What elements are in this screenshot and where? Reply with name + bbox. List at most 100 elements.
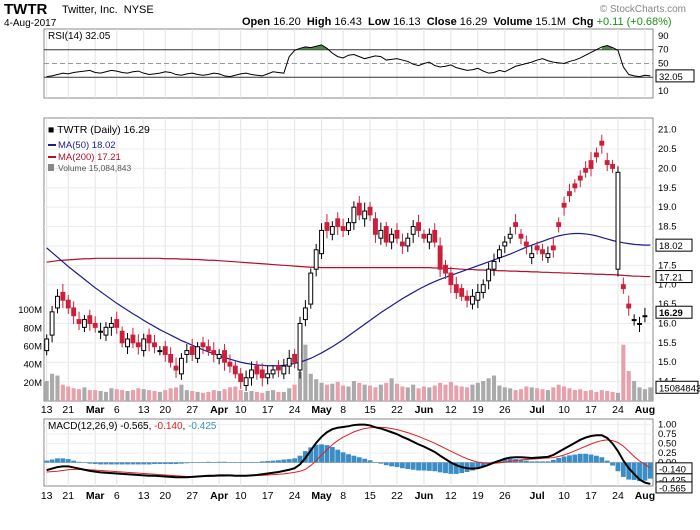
macd-hist-bar-45 bbox=[286, 459, 292, 463]
low-label: Low bbox=[368, 16, 391, 28]
macd-hist-bar-63 bbox=[383, 462, 389, 466]
volume-bar-111 bbox=[642, 389, 647, 401]
x-label-macd-23: Aug bbox=[635, 490, 655, 502]
volume-bar-88 bbox=[518, 389, 524, 401]
macd-hist-bar-70 bbox=[421, 462, 427, 471]
volume-bar-68 bbox=[411, 384, 416, 401]
macd-hist-bar-38 bbox=[249, 462, 254, 463]
macd-hist-bar-65 bbox=[394, 462, 400, 468]
macd-hist-flag-text: -0.425 bbox=[659, 475, 686, 486]
candle-body-48 bbox=[302, 307, 308, 321]
macd-hist-bar-92 bbox=[540, 461, 545, 463]
macd-hist-bar-89 bbox=[523, 460, 529, 463]
candle-body-102 bbox=[593, 152, 599, 158]
macd-hist-bar-20 bbox=[152, 462, 157, 465]
volume-bar-96 bbox=[562, 386, 567, 401]
macd-hist-bar-31 bbox=[211, 462, 217, 463]
macd-hist-bar-96 bbox=[561, 456, 567, 463]
candle-body-76 bbox=[453, 284, 459, 293]
candle-body-22 bbox=[162, 346, 168, 355]
candle-body-14 bbox=[119, 330, 125, 344]
candle-body-15 bbox=[125, 338, 130, 348]
candle-body-56 bbox=[346, 222, 351, 231]
volume-bar-87 bbox=[513, 390, 518, 401]
macd-hist-bar-72 bbox=[432, 462, 438, 472]
macd-hist-bar-27 bbox=[189, 462, 195, 464]
candle-body-39 bbox=[254, 365, 260, 375]
volume-bar-94 bbox=[551, 387, 556, 401]
macd-hist-bar-11 bbox=[103, 462, 109, 465]
macd-hist-bar-35 bbox=[232, 462, 238, 464]
volume-bar-55 bbox=[341, 385, 346, 401]
company-name: Twitter, Inc. bbox=[62, 4, 118, 16]
candle-body-89 bbox=[523, 241, 529, 247]
x-label-price-20: 10 bbox=[558, 404, 570, 416]
volume-bar-61 bbox=[373, 387, 378, 401]
volume-bar-62 bbox=[378, 384, 383, 401]
macd-hist-bar-111 bbox=[642, 462, 648, 481]
candle-body-46 bbox=[292, 353, 298, 363]
macd-hist-bar-53 bbox=[329, 447, 335, 463]
volume-bar-59 bbox=[362, 384, 367, 401]
volume-bar-63 bbox=[384, 382, 389, 401]
candle-body-81 bbox=[480, 284, 486, 293]
volume-bars bbox=[44, 344, 653, 401]
candle-body-54 bbox=[335, 218, 341, 228]
candle-body-60 bbox=[367, 206, 373, 216]
rsi-tick-label-0: 90 bbox=[658, 31, 669, 42]
price-tick-label-8: 18.5 bbox=[658, 222, 677, 233]
volume-bar-37 bbox=[244, 391, 249, 401]
candle-body-72 bbox=[432, 229, 438, 243]
x-label-macd-18: 26 bbox=[499, 490, 511, 502]
macd-value-flag-text: -0.565 bbox=[659, 483, 686, 494]
volume-bar-69 bbox=[416, 388, 421, 401]
stockcharts-credit: © StockCharts.com bbox=[599, 4, 686, 15]
volume-bar-34 bbox=[227, 387, 232, 401]
candle-body-58 bbox=[356, 202, 362, 216]
x-label-price-19: Jul bbox=[530, 404, 545, 416]
candle-body-8 bbox=[87, 315, 93, 324]
volume-bar-45 bbox=[287, 388, 292, 401]
ma50-flag-text: 18.02 bbox=[659, 241, 683, 252]
volume-bar-39 bbox=[254, 391, 259, 401]
candle-body-86 bbox=[507, 233, 513, 239]
macd-hist-bar-91 bbox=[534, 461, 540, 463]
volume-bar-6 bbox=[76, 389, 82, 401]
candle-body-91 bbox=[534, 245, 540, 251]
price-tick-label-10: 19.5 bbox=[658, 183, 677, 194]
candle-body-55 bbox=[340, 226, 346, 231]
macd-hist-bar-62 bbox=[378, 462, 384, 464]
volume-bar-29 bbox=[200, 392, 206, 401]
candle-body-26 bbox=[184, 350, 190, 355]
candle-body-62 bbox=[378, 229, 384, 239]
macd-hist-bar-13 bbox=[114, 462, 120, 465]
volume-bar-3 bbox=[60, 384, 65, 401]
macd-hist-bar-86 bbox=[507, 458, 513, 463]
ma200-legend: MA(200) 17.21 bbox=[58, 152, 121, 163]
candle-body-67 bbox=[405, 237, 411, 247]
macd-hist-bar-4 bbox=[65, 459, 71, 463]
volume-flag-box bbox=[655, 380, 699, 394]
volume-bar-53 bbox=[330, 383, 335, 401]
volume-bar-92 bbox=[540, 389, 545, 401]
exchange-name: NYSE bbox=[123, 4, 154, 16]
candle-body-37 bbox=[243, 377, 249, 386]
volume-bar-85 bbox=[502, 387, 507, 401]
x-label-macd-10: 24 bbox=[289, 490, 301, 502]
close-label: Close bbox=[426, 16, 457, 28]
candle-body-2 bbox=[55, 295, 60, 309]
candle-body-30 bbox=[205, 346, 211, 352]
volume-bar-36 bbox=[238, 390, 243, 401]
macd-signal-line bbox=[46, 426, 651, 478]
macd-hist-bar-3 bbox=[60, 458, 66, 463]
macd-hist-bar-14 bbox=[119, 462, 125, 465]
macd-hist-bar-47 bbox=[297, 455, 303, 463]
macd-hist-bar-40 bbox=[259, 461, 265, 463]
x-label-price-15: Jun bbox=[415, 404, 434, 416]
macd-hist-bar-60 bbox=[367, 460, 373, 463]
macd-hist-bar-30 bbox=[205, 461, 211, 463]
close-value: 16.29 bbox=[459, 16, 488, 28]
volume-bar-82 bbox=[486, 378, 491, 401]
candle-body-111 bbox=[642, 315, 648, 318]
high-value: 16.43 bbox=[334, 16, 362, 28]
